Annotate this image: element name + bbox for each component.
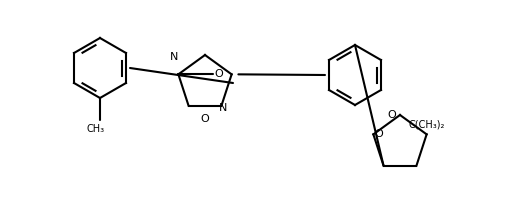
Text: N: N <box>219 103 227 113</box>
Text: O: O <box>201 114 209 124</box>
Text: N: N <box>170 52 179 62</box>
Text: O: O <box>214 69 223 79</box>
Text: C(CH₃)₂: C(CH₃)₂ <box>409 119 445 129</box>
Text: O: O <box>374 129 383 139</box>
Text: O: O <box>388 110 396 120</box>
Text: CH₃: CH₃ <box>87 124 105 134</box>
